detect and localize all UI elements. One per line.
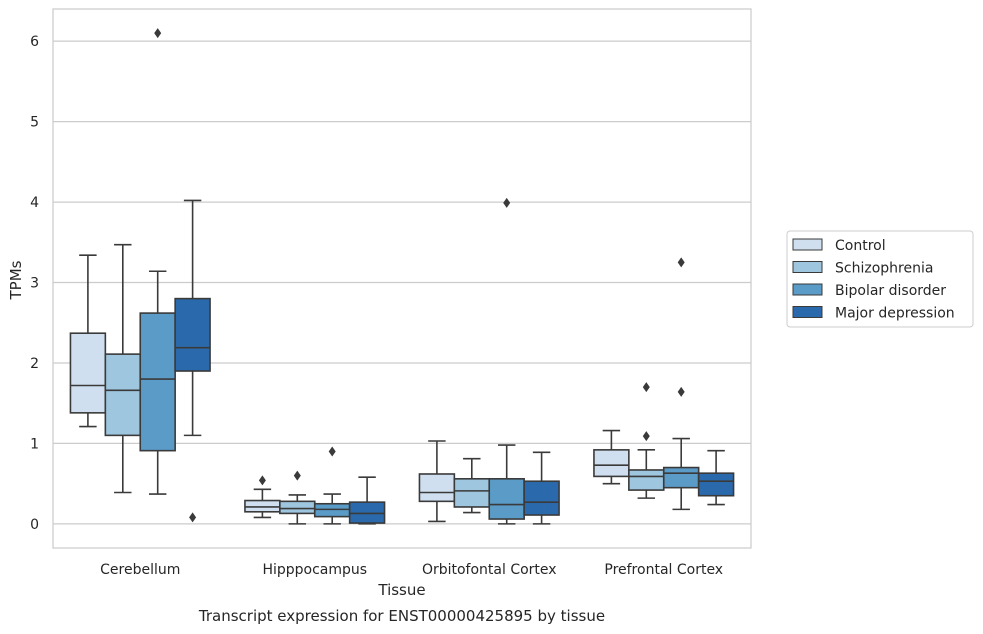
box-plots — [69, 28, 735, 525]
box-iqr — [418, 473, 456, 503]
y-axis-label: TPMs — [7, 260, 25, 300]
box-iqr — [523, 480, 560, 516]
outlier-point — [677, 386, 685, 397]
box-schizophrenia — [279, 470, 316, 525]
box-iqr — [69, 332, 107, 414]
outlier-point — [189, 512, 197, 523]
box-iqr — [662, 466, 700, 489]
outlier-point — [258, 475, 266, 486]
box-iqr — [488, 478, 525, 520]
legend-label: Major depression — [835, 306, 955, 322]
x-tick-label: Hipppocampus — [262, 562, 367, 578]
box-control — [69, 254, 107, 428]
box-major-depression — [523, 451, 560, 525]
box-schizophrenia — [453, 457, 491, 514]
legend-label: Bipolar disorder — [835, 283, 946, 299]
box-iqr — [104, 353, 142, 437]
y-tick-labels: 0 1 2 3 4 5 6 — [30, 34, 39, 533]
legend-swatch — [792, 306, 823, 318]
legend-swatch — [792, 283, 823, 296]
outlier-point — [293, 470, 301, 481]
box-iqr — [174, 297, 211, 372]
y-tick-label: 6 — [30, 34, 39, 50]
y-tick-label: 0 — [30, 517, 39, 533]
outlier-point — [642, 382, 650, 393]
legend-frame — [786, 230, 974, 328]
box-control — [593, 429, 630, 485]
box-iqr — [313, 502, 351, 518]
box-iqr — [139, 312, 176, 452]
box-iqr — [279, 500, 316, 515]
legend: Control Schizophrenia Bipolar disorder Majo… — [786, 230, 974, 328]
box-major-depression — [348, 476, 386, 525]
box-iqr — [348, 501, 386, 524]
box-major-depression — [174, 199, 211, 523]
legend-swatch — [792, 261, 823, 273]
outlier-point — [677, 257, 685, 268]
box-bipolar-disorder — [139, 28, 176, 495]
x-tick-label: Cerebellum — [100, 562, 180, 578]
x-tick-labels: Cerebellum Hipppocampus Orbitofontal Corte… — [100, 562, 723, 578]
box-bipolar-disorder — [313, 446, 351, 525]
box-control — [418, 440, 456, 523]
box-schizophrenia — [104, 243, 142, 494]
box-control — [244, 475, 281, 519]
y-tick-label: 4 — [30, 195, 39, 211]
chart-caption: Transcript expression for ENST0000042589… — [198, 607, 605, 625]
y-tick-label: 3 — [30, 276, 39, 292]
box-bipolar-disorder — [662, 257, 700, 511]
plot-frame — [52, 8, 752, 549]
x-tick-label: Prefrontal Cortex — [604, 562, 723, 578]
legend-label: Control — [835, 238, 886, 254]
y-tick-label: 1 — [30, 436, 39, 452]
outlier-point — [503, 197, 511, 208]
x-axis-label: Tissue — [377, 581, 425, 599]
y-tick-label: 2 — [30, 356, 39, 372]
y-tick-label: 5 — [30, 115, 39, 131]
box-iqr — [453, 478, 491, 508]
box-bipolar-disorder — [488, 197, 525, 525]
outlier-point — [642, 431, 650, 442]
box-iqr — [697, 472, 735, 497]
outlier-point — [154, 28, 162, 39]
box-schizophrenia — [628, 382, 665, 499]
outlier-point — [328, 446, 336, 457]
box-iqr — [628, 469, 665, 491]
box-iqr — [244, 499, 281, 513]
box-iqr — [593, 449, 630, 478]
legend-label: Schizophrenia — [835, 261, 933, 277]
box-major-depression — [697, 449, 735, 506]
x-tick-label: Orbitofontal Cortex — [422, 562, 557, 578]
legend-swatch — [792, 238, 823, 251]
